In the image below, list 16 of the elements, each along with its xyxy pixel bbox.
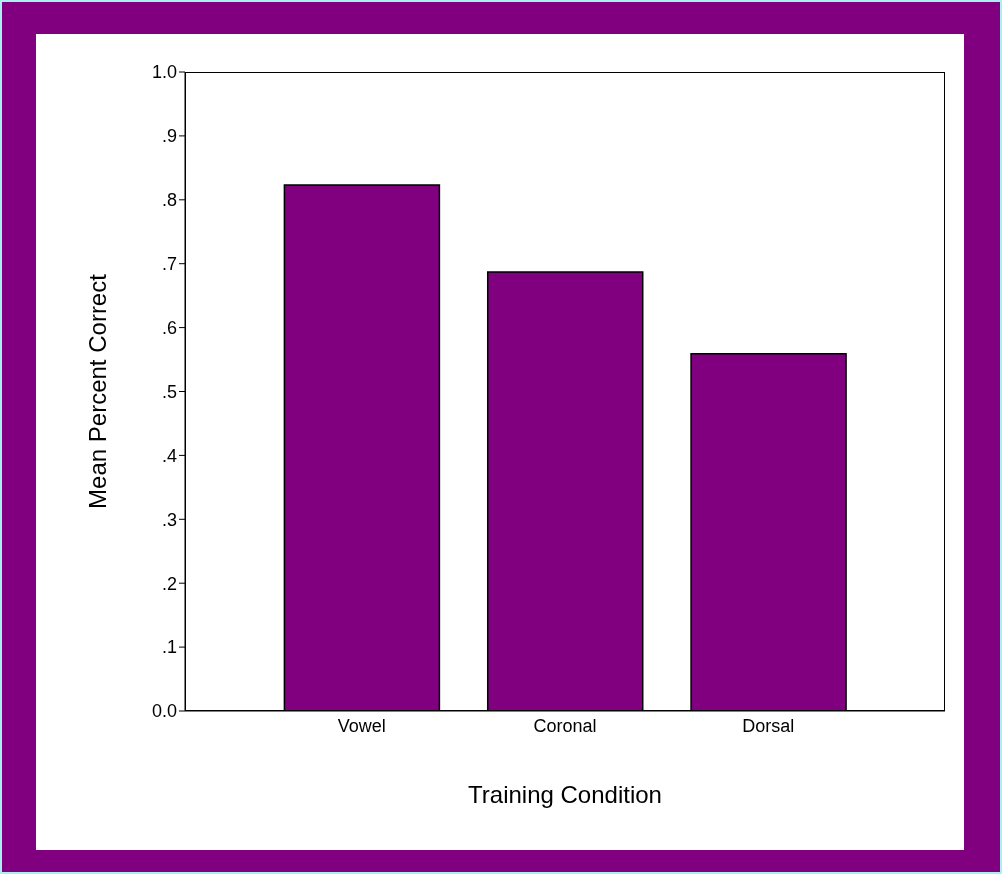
x-axis-title: Training Condition <box>468 781 662 808</box>
y-tick-label: .7 <box>161 254 177 275</box>
x-tick-label: Dorsal <box>742 715 795 736</box>
y-tick-label: .5 <box>161 381 177 402</box>
y-tick-label: .2 <box>161 573 177 594</box>
y-tick-label: .8 <box>161 190 177 211</box>
y-tick-label: .4 <box>161 445 177 466</box>
x-tick-label: Coronal <box>533 715 597 736</box>
y-tick-label: 1.0 <box>151 62 177 83</box>
y-tick-label: .1 <box>161 637 177 658</box>
x-tick-label: Vowel <box>337 715 386 736</box>
y-axis-title: Mean Percent Correct <box>83 273 111 509</box>
y-tick-label: .9 <box>161 126 177 147</box>
y-tick-label: .3 <box>161 509 177 530</box>
y-tick-label: 0.0 <box>151 701 177 722</box>
y-tick-label: .6 <box>161 317 177 338</box>
